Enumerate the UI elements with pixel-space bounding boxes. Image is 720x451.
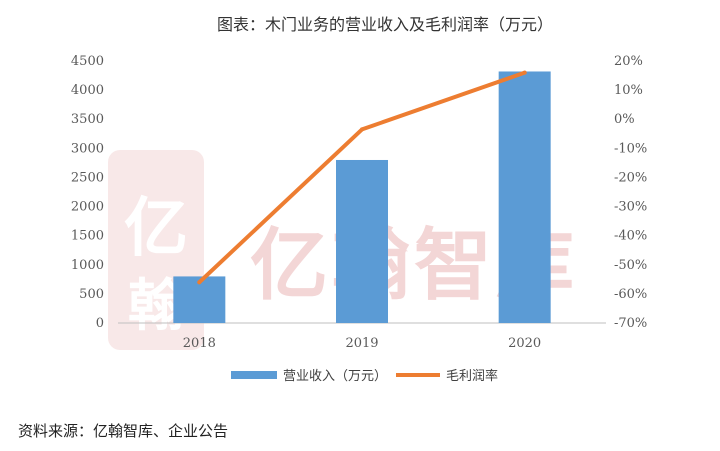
x-tick-label: 2018 [183,336,216,351]
line-point [360,127,364,132]
y-left-tick-label: 4000 [71,83,104,98]
y-left-tick-label: 1000 [71,258,104,273]
legend: 营业收入（万元） 毛利润率 [231,368,498,384]
y-right-tick-label: -30% [614,200,647,215]
y-right-tick-label: -60% [614,287,647,302]
y-right-tick-label: 20% [614,54,643,69]
y-left-tick-label: 2000 [71,200,104,215]
y-right-tick-label: -40% [614,229,647,244]
line-point [522,70,527,75]
chart-title: 图表：木门业务的营业收入及毛利润率（万元） [217,15,553,34]
y-left-tick-label: 0 [96,316,104,331]
legend-label: 毛利润率 [446,368,498,384]
legend-label: 营业收入（万元） [283,369,387,384]
bar [498,71,551,323]
source-note: 资料来源：亿翰智库、企业公告 [18,422,229,440]
y-right-tick-label: -10% [614,141,647,156]
y-left-tick-label: 500 [79,287,104,302]
y-left-tick-label: 4500 [71,54,104,69]
x-tick-label: 2019 [345,336,378,351]
y-right-tick-label: -70% [614,316,647,331]
line-point [197,280,202,285]
watermark-seal-text: 亿 [124,192,188,266]
y-left-tick-label: 1500 [71,229,104,244]
bars [173,71,551,323]
bar [336,159,388,323]
y-right-tick-label: 10% [614,83,643,98]
line-series [197,70,527,285]
y-right-tick-label: -20% [614,170,647,185]
legend-swatch-bar [231,371,277,379]
y-right-tick-label: 0% [614,112,635,127]
y-right-tick-label: -50% [614,258,647,273]
x-tick-label: 2020 [508,336,541,351]
y-left-tick-label: 2500 [71,170,104,185]
y-left-tick-label: 3000 [71,141,104,156]
y-left-tick-label: 3500 [71,112,104,127]
